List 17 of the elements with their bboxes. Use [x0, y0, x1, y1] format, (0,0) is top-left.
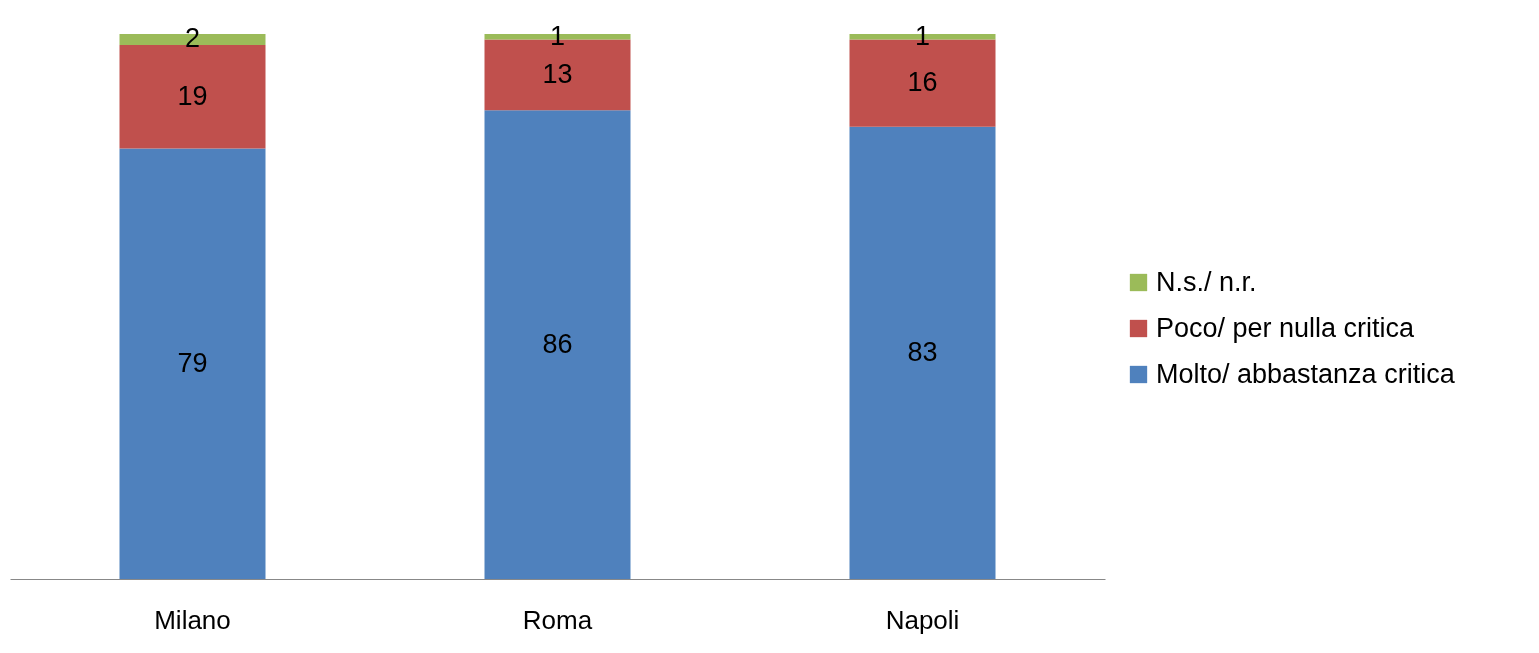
x-tick-label: Roma [522, 604, 593, 635]
data-label: 1 [549, 20, 566, 51]
x-tick-label: Milano [154, 604, 231, 635]
data-label: 13 [542, 58, 573, 89]
legend-label: Molto/ abbastanza critica [1156, 358, 1456, 389]
bar [849, 126, 996, 579]
bar [484, 110, 631, 579]
x-tick-label: Napoli [885, 604, 960, 635]
data-label: 83 [907, 336, 938, 367]
data-label: 16 [907, 67, 938, 98]
data-label: 86 [542, 328, 573, 359]
bar [119, 148, 266, 579]
data-label: 79 [177, 347, 208, 378]
legend-label: N.s./ n.r. [1156, 266, 1257, 297]
legend-label: Poco/ per nulla critica [1156, 312, 1416, 343]
data-label: 19 [177, 80, 208, 111]
data-label: 1 [914, 20, 931, 51]
